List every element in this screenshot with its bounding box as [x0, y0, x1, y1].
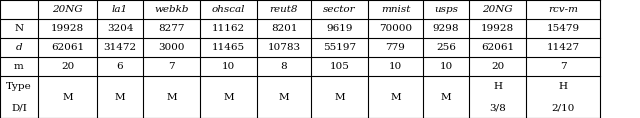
- Text: usps: usps: [434, 5, 458, 14]
- Text: 55197: 55197: [323, 43, 356, 52]
- Text: 11427: 11427: [547, 43, 580, 52]
- Text: H: H: [559, 82, 568, 91]
- Text: 8277: 8277: [158, 24, 185, 33]
- Text: M: M: [62, 93, 73, 102]
- Text: 7: 7: [560, 62, 566, 71]
- Text: webkb: webkb: [154, 5, 189, 14]
- Text: 62061: 62061: [481, 43, 514, 52]
- Text: sector: sector: [323, 5, 356, 14]
- Text: la1: la1: [112, 5, 128, 14]
- Text: M: M: [390, 93, 401, 102]
- Text: H: H: [493, 82, 502, 91]
- Text: 10: 10: [440, 62, 452, 71]
- Text: 11162: 11162: [212, 24, 245, 33]
- Text: 3204: 3204: [107, 24, 133, 33]
- Text: 2/10: 2/10: [551, 104, 575, 113]
- Text: 8201: 8201: [271, 24, 297, 33]
- Text: 19928: 19928: [51, 24, 84, 33]
- Text: m: m: [14, 62, 24, 71]
- Text: N: N: [15, 24, 24, 33]
- Text: mnist: mnist: [381, 5, 410, 14]
- Text: M: M: [278, 93, 289, 102]
- Text: 20: 20: [491, 62, 504, 71]
- Text: 9298: 9298: [433, 24, 460, 33]
- Text: 10: 10: [389, 62, 402, 71]
- Text: 20NG: 20NG: [52, 5, 83, 14]
- Text: 15479: 15479: [547, 24, 580, 33]
- Text: M: M: [223, 93, 234, 102]
- Text: Type: Type: [6, 82, 32, 91]
- Text: 20NG: 20NG: [482, 5, 513, 14]
- Text: 3/8: 3/8: [489, 104, 506, 113]
- Text: 9619: 9619: [326, 24, 353, 33]
- Text: 256: 256: [436, 43, 456, 52]
- Text: 7: 7: [168, 62, 175, 71]
- Text: 20: 20: [61, 62, 74, 71]
- Text: 31472: 31472: [104, 43, 136, 52]
- Text: 6: 6: [116, 62, 124, 71]
- Text: M: M: [166, 93, 177, 102]
- Text: 3000: 3000: [158, 43, 185, 52]
- Text: D/I: D/I: [11, 104, 27, 113]
- Text: 105: 105: [330, 62, 349, 71]
- Text: rcv-m: rcv-m: [548, 5, 578, 14]
- Text: 19928: 19928: [481, 24, 514, 33]
- Text: reut8: reut8: [269, 5, 298, 14]
- Text: 8: 8: [281, 62, 287, 71]
- Text: 10783: 10783: [268, 43, 301, 52]
- Text: 779: 779: [385, 43, 405, 52]
- Text: M: M: [115, 93, 125, 102]
- Text: ohscal: ohscal: [212, 5, 245, 14]
- Text: M: M: [334, 93, 345, 102]
- Text: 70000: 70000: [379, 24, 412, 33]
- Text: d: d: [16, 43, 22, 52]
- Text: M: M: [441, 93, 451, 102]
- Text: 62061: 62061: [51, 43, 84, 52]
- Text: 10: 10: [222, 62, 235, 71]
- Text: 11465: 11465: [212, 43, 245, 52]
